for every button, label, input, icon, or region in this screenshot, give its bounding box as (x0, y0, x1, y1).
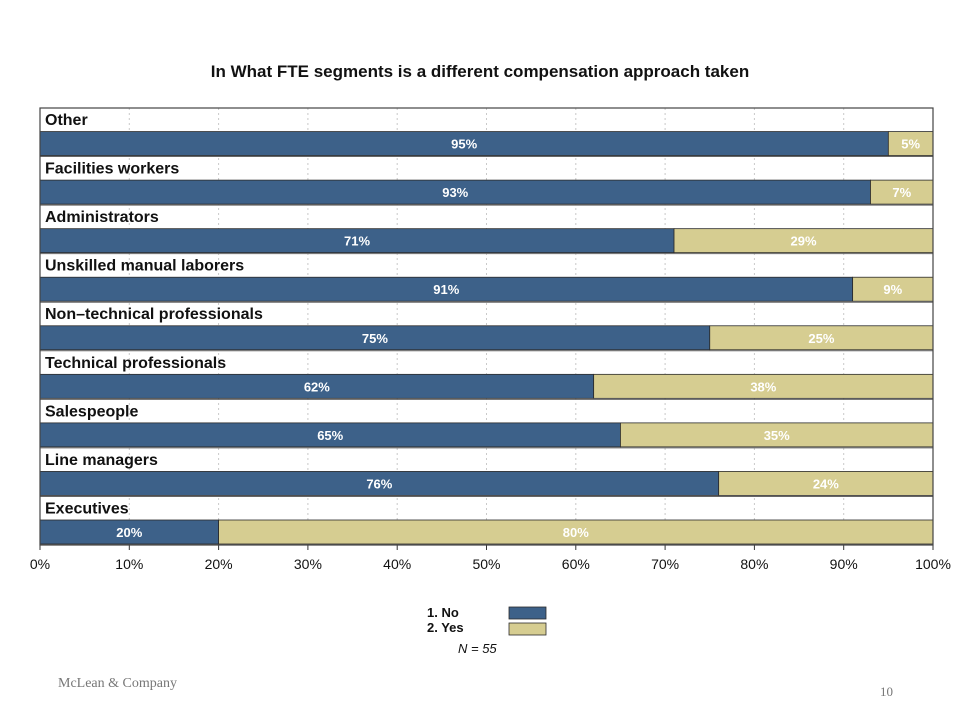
bar-no (39, 471, 720, 496)
x-tick-label: 70% (651, 556, 679, 572)
data-label: 7% (892, 185, 911, 200)
plot-frame (39, 107, 934, 546)
x-tick-label: 80% (740, 556, 768, 572)
bar-no (39, 373, 595, 399)
data-label: 71% (344, 234, 370, 249)
bar-yes (673, 228, 934, 254)
category-label: Executives (45, 500, 129, 517)
category-label: Unskilled manual laborers (45, 258, 244, 275)
bar-no (39, 276, 854, 302)
category-label: Administrators (45, 209, 159, 226)
category-label: Other (45, 112, 88, 129)
legend-swatch (508, 622, 547, 636)
bar-yes (852, 276, 934, 302)
chart-title: In What FTE segments is a different comp… (210, 62, 750, 81)
sample-size-note: N = 55 (458, 641, 497, 656)
data-label: 91% (433, 282, 459, 297)
x-tick-label: 20% (205, 556, 233, 572)
data-label: 93% (442, 185, 468, 200)
bar-yes (870, 179, 934, 205)
data-label: 80% (563, 525, 589, 540)
data-label: 76% (366, 476, 392, 491)
bar-yes (620, 422, 934, 448)
data-label: 20% (116, 525, 142, 540)
bar-no (39, 228, 675, 254)
data-label: 35% (764, 428, 790, 443)
legend-label: 1. No (427, 605, 459, 620)
data-label: 62% (304, 379, 330, 394)
x-tick-label: 10% (115, 556, 143, 572)
x-tick-label: 60% (562, 556, 590, 572)
category-label: Line managers (45, 452, 158, 469)
x-tick-label: 50% (472, 556, 500, 572)
x-tick-label: 100% (915, 556, 951, 572)
bar-yes (709, 325, 934, 351)
category-label: Technical professionals (45, 355, 226, 372)
x-tick-label: 30% (294, 556, 322, 572)
data-label: 24% (813, 476, 839, 491)
category-label: Facilities workers (45, 161, 179, 178)
page-number: 10 (880, 684, 893, 699)
x-tick-label: 0% (30, 556, 50, 572)
bar-no (39, 519, 220, 545)
x-tick-label: 90% (830, 556, 858, 572)
data-label: 95% (451, 137, 477, 152)
data-label: 38% (750, 379, 776, 394)
bar-yes (718, 471, 934, 496)
x-tick-label: 40% (383, 556, 411, 572)
bar-no (39, 131, 889, 156)
bar-no (39, 325, 711, 351)
data-label: 75% (362, 331, 388, 346)
data-label: 5% (901, 137, 920, 152)
data-label: 25% (808, 331, 834, 346)
bar-yes (887, 131, 934, 156)
bar-yes (218, 519, 934, 545)
data-label: 9% (883, 282, 902, 297)
legend-label: 2. Yes (427, 620, 464, 635)
data-label: 65% (317, 428, 343, 443)
category-label: Salespeople (45, 403, 138, 420)
legend-swatch (508, 606, 547, 620)
bar-yes (593, 373, 934, 399)
footer-company: McLean & Company (58, 676, 177, 691)
data-label: 29% (790, 234, 816, 249)
category-label: Non–technical professionals (45, 306, 263, 323)
